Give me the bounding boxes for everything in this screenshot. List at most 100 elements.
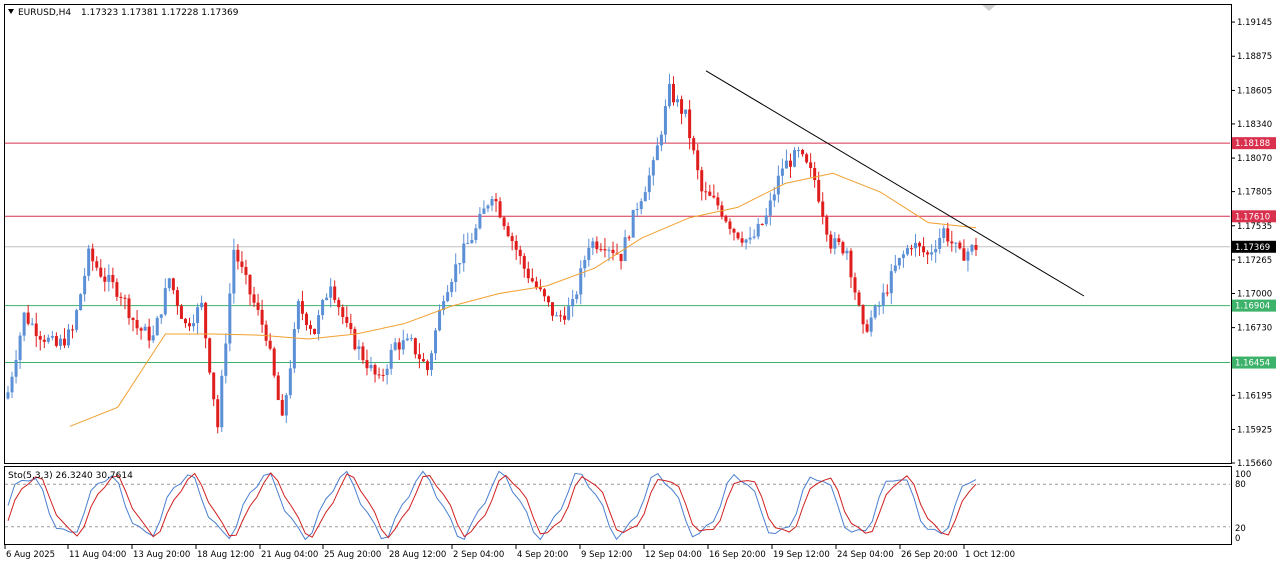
candle-body bbox=[22, 312, 26, 336]
candle-body bbox=[54, 336, 58, 346]
candle-body bbox=[123, 297, 127, 299]
candle-body bbox=[966, 251, 970, 261]
stochastic-main-line bbox=[7, 470, 977, 541]
candle-body bbox=[853, 277, 857, 293]
price-tick-label: 1.18875 bbox=[1237, 52, 1272, 62]
candle-body bbox=[655, 145, 659, 161]
candle-body bbox=[627, 237, 631, 239]
candle-body bbox=[861, 305, 865, 325]
time-tick-label: 2 Sep 04:00 bbox=[453, 550, 504, 560]
candle-body bbox=[99, 267, 103, 277]
candle-body bbox=[333, 286, 337, 300]
candle-body bbox=[546, 296, 550, 303]
candle-body bbox=[252, 294, 256, 303]
candle-body bbox=[716, 197, 720, 206]
candle-body bbox=[183, 318, 187, 324]
candle-body bbox=[748, 237, 752, 240]
time-tick-label: 24 Sep 04:00 bbox=[837, 550, 894, 560]
candle-body bbox=[71, 329, 75, 331]
candle-body bbox=[313, 328, 317, 334]
candle-body bbox=[139, 328, 143, 331]
symbol-menu-icon[interactable] bbox=[8, 9, 14, 14]
candle-body bbox=[837, 238, 841, 243]
candle-body bbox=[425, 361, 429, 370]
price-tick-label: 1.18340 bbox=[1237, 120, 1272, 130]
candle-body bbox=[272, 348, 276, 376]
level-price-label: 1.18188 bbox=[1235, 139, 1270, 149]
main-pane-frame bbox=[4, 4, 1232, 464]
candle-body bbox=[413, 338, 417, 355]
candle-body bbox=[559, 315, 563, 317]
candle-body bbox=[607, 249, 611, 251]
time-tick-label: 12 Sep 04:00 bbox=[645, 550, 702, 560]
candle-body bbox=[353, 329, 357, 350]
candle-body bbox=[171, 278, 175, 291]
candle-body bbox=[208, 338, 212, 373]
candle-body bbox=[881, 292, 885, 306]
candle-body bbox=[599, 249, 603, 251]
candle-body bbox=[244, 266, 248, 275]
candle-body bbox=[841, 242, 845, 254]
candle-body bbox=[732, 228, 736, 233]
candle-body bbox=[962, 248, 966, 261]
trendline[interactable] bbox=[705, 70, 1085, 297]
candle-body bbox=[256, 302, 260, 310]
candle-body bbox=[551, 302, 554, 316]
candle-body bbox=[514, 241, 518, 250]
candle-body bbox=[530, 278, 534, 282]
candle-body bbox=[18, 335, 22, 360]
time-tick-label: 25 Aug 20:00 bbox=[324, 550, 381, 560]
sto-axis-20: 20 bbox=[1235, 524, 1246, 534]
candle-body bbox=[175, 290, 179, 306]
time-tick-label: 11 Aug 04:00 bbox=[69, 550, 126, 560]
candle-body bbox=[885, 292, 889, 294]
candle-body bbox=[813, 168, 817, 181]
candle-body bbox=[909, 248, 913, 250]
candle-body bbox=[204, 302, 208, 339]
candle-body bbox=[212, 372, 216, 400]
candle-body bbox=[688, 109, 692, 139]
time-tick-label: 19 Sep 12:00 bbox=[773, 550, 830, 560]
candle-body bbox=[728, 221, 732, 229]
candle-body bbox=[474, 228, 478, 241]
candle-body bbox=[760, 223, 764, 225]
candle-body bbox=[696, 150, 700, 171]
time-tick-label: 1 Oct 12:00 bbox=[965, 550, 1015, 560]
candle-body bbox=[405, 338, 409, 341]
candle-body bbox=[75, 310, 79, 330]
candle-body bbox=[409, 338, 413, 340]
candle-body bbox=[752, 236, 756, 238]
ohlc-readout: 1.17323 1.17381 1.17228 1.17369 bbox=[81, 8, 239, 18]
candle-body bbox=[889, 271, 893, 294]
candle-body bbox=[248, 274, 252, 295]
candle-body bbox=[321, 300, 325, 316]
time-tick-label: 28 Aug 12:00 bbox=[389, 550, 446, 560]
candle-body bbox=[526, 268, 530, 279]
price-tick-label: 1.15660 bbox=[1237, 459, 1272, 469]
candle-body bbox=[224, 343, 228, 376]
candle-body bbox=[643, 192, 647, 202]
candle-body bbox=[857, 292, 861, 306]
sto-axis-100: 100 bbox=[1235, 470, 1251, 480]
candle-body bbox=[502, 217, 506, 227]
candle-body bbox=[317, 315, 321, 334]
candle-body bbox=[349, 323, 353, 330]
price-tick-label: 1.19145 bbox=[1237, 18, 1272, 28]
candle-body bbox=[167, 278, 171, 289]
candle-body bbox=[361, 346, 365, 361]
price-tick-label: 1.17000 bbox=[1237, 289, 1272, 299]
price-tick-label: 1.18070 bbox=[1237, 154, 1272, 164]
candle-body bbox=[522, 256, 526, 269]
candle-body bbox=[829, 234, 833, 249]
candle-body bbox=[228, 293, 232, 344]
candle-body bbox=[470, 240, 474, 244]
candle-body bbox=[196, 307, 200, 324]
candle-body bbox=[377, 374, 381, 376]
candle-body bbox=[462, 243, 466, 264]
candle-body bbox=[490, 198, 494, 206]
candle-body bbox=[163, 288, 167, 315]
candle-body bbox=[845, 250, 849, 254]
candle-body bbox=[801, 149, 805, 155]
candle-body bbox=[494, 198, 498, 202]
